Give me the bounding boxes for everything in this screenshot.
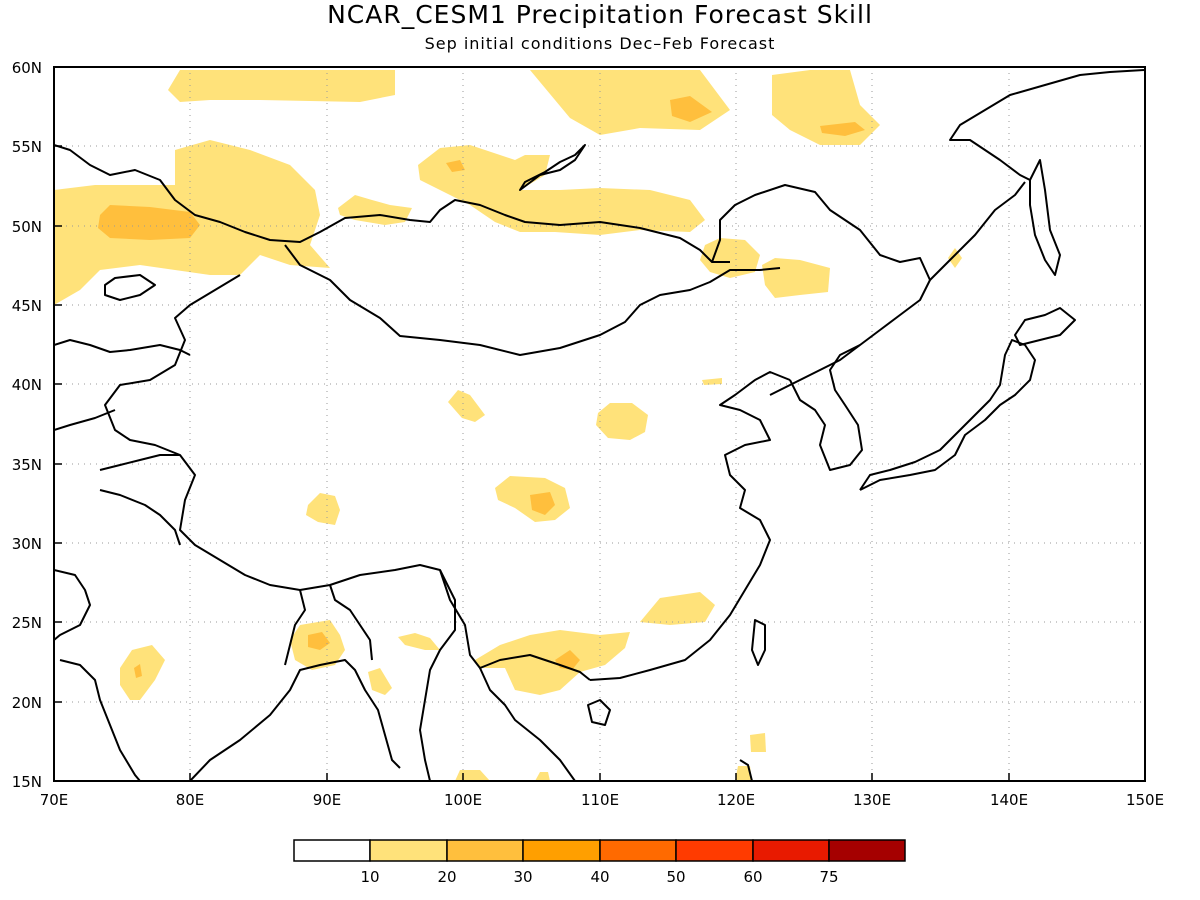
- colorbar-swatch: [293, 839, 371, 862]
- border-line: [54, 339, 191, 356]
- skill-region: [120, 645, 165, 700]
- skill-region: [98, 205, 200, 240]
- lon-tick-label: 90E: [313, 791, 342, 809]
- border-line: [929, 181, 1026, 281]
- lat-tick-label: 55N: [12, 138, 42, 156]
- skill-region: [398, 633, 440, 650]
- skill-region: [134, 664, 142, 678]
- colorbar-label: 30: [513, 868, 532, 886]
- border-line: [739, 759, 753, 781]
- lon-tick-label: 110E: [581, 791, 619, 809]
- colorbar-label: 40: [590, 868, 609, 886]
- lon-tick-label: 130E: [853, 791, 891, 809]
- lat-tick-label: 20N: [12, 694, 42, 712]
- skill-region: [446, 160, 465, 172]
- skill-region: [702, 378, 722, 385]
- colorbar-swatch: [446, 839, 524, 862]
- skill-region: [168, 70, 395, 102]
- skill-region: [338, 195, 412, 225]
- border-line: [54, 569, 91, 641]
- border-line: [99, 489, 181, 546]
- skill-region: [735, 766, 752, 781]
- skill-region: [306, 493, 340, 525]
- skill-region: [418, 145, 705, 235]
- colorbar-swatch: [675, 839, 754, 862]
- lon-tick-label: 100E: [444, 791, 482, 809]
- lon-tick-label: 120E: [717, 791, 755, 809]
- skill-region: [820, 122, 865, 136]
- lon-labels: 70E 80E 90E 100E 110E 120E 130E 140E 150…: [40, 791, 1164, 809]
- skill-region: [308, 632, 330, 650]
- lat-tick-label: 50N: [12, 218, 42, 236]
- border-line: [284, 589, 306, 666]
- colorbar-label: 75: [819, 868, 838, 886]
- colorbar-label: 60: [743, 868, 762, 886]
- lat-tick-label: 60N: [12, 59, 42, 77]
- colorbar-swatch: [369, 839, 448, 862]
- skill-region: [530, 70, 730, 135]
- skill-region: [772, 70, 880, 145]
- skill-region: [535, 772, 550, 781]
- skill-region: [750, 733, 766, 752]
- colorbar-label: 50: [666, 868, 685, 886]
- border-line: [54, 409, 116, 431]
- lake-outline: [519, 144, 586, 191]
- lake-outline: [104, 274, 156, 301]
- gridlines: [54, 67, 1145, 781]
- border-line: [1014, 307, 1076, 346]
- skill-region: [948, 248, 962, 268]
- colorbar-swatch: [752, 839, 830, 862]
- border-line: [589, 371, 791, 681]
- skill-region: [700, 238, 760, 278]
- chart-title: NCAR_CESM1 Precipitation Forecast Skill: [327, 0, 873, 29]
- border-line: [99, 454, 180, 471]
- skill-region: [640, 592, 715, 625]
- colorbar-swatch: [828, 839, 906, 862]
- border-line: [789, 344, 863, 471]
- colorbar-swatch: [599, 839, 677, 862]
- colorbar-label: 10: [360, 868, 379, 886]
- colorbar-label: 20: [437, 868, 456, 886]
- skill-region: [762, 258, 830, 298]
- border-line: [59, 659, 141, 781]
- border-line: [104, 274, 591, 681]
- colorbar-swatch: [522, 839, 601, 862]
- border-line: [419, 569, 456, 781]
- skill-shading: [54, 70, 962, 781]
- border-line: [329, 584, 373, 661]
- border-line: [711, 184, 931, 396]
- lon-tick-label: 140E: [990, 791, 1028, 809]
- colorbar: [293, 839, 906, 862]
- border-line: [189, 659, 401, 781]
- colorbar-labels: 10 20 30 40 50 60 75: [360, 868, 838, 886]
- border-line: [949, 69, 1145, 181]
- lat-tick-label: 35N: [12, 456, 42, 474]
- border-line: [859, 339, 1036, 491]
- lat-labels: 15N 20N 25N 30N 35N 40N 45N 50N 55N 60N: [12, 59, 42, 791]
- border-line: [587, 699, 611, 726]
- skill-region: [455, 770, 490, 781]
- lat-tick-label: 30N: [12, 535, 42, 553]
- border-line: [54, 144, 730, 263]
- border-line: [479, 667, 576, 781]
- border-line: [284, 244, 781, 356]
- lon-tick-label: 150E: [1126, 791, 1164, 809]
- skill-region: [596, 403, 648, 440]
- lat-tick-label: 40N: [12, 376, 42, 394]
- lon-tick-label: 80E: [176, 791, 205, 809]
- chart-subtitle: Sep initial conditions Dec–Feb Forecast: [424, 34, 776, 53]
- lat-tick-label: 15N: [12, 773, 42, 791]
- skill-region: [670, 96, 712, 122]
- lon-tick-label: 70E: [40, 791, 69, 809]
- skill-region: [368, 668, 392, 695]
- skill-region: [448, 390, 485, 422]
- coastlines-borders: [54, 69, 1145, 781]
- border-line: [751, 619, 766, 666]
- tick-marks: [53, 66, 1146, 782]
- border-line: [1029, 159, 1061, 276]
- lat-tick-label: 25N: [12, 614, 42, 632]
- skill-region: [530, 492, 555, 515]
- lat-tick-label: 45N: [12, 297, 42, 315]
